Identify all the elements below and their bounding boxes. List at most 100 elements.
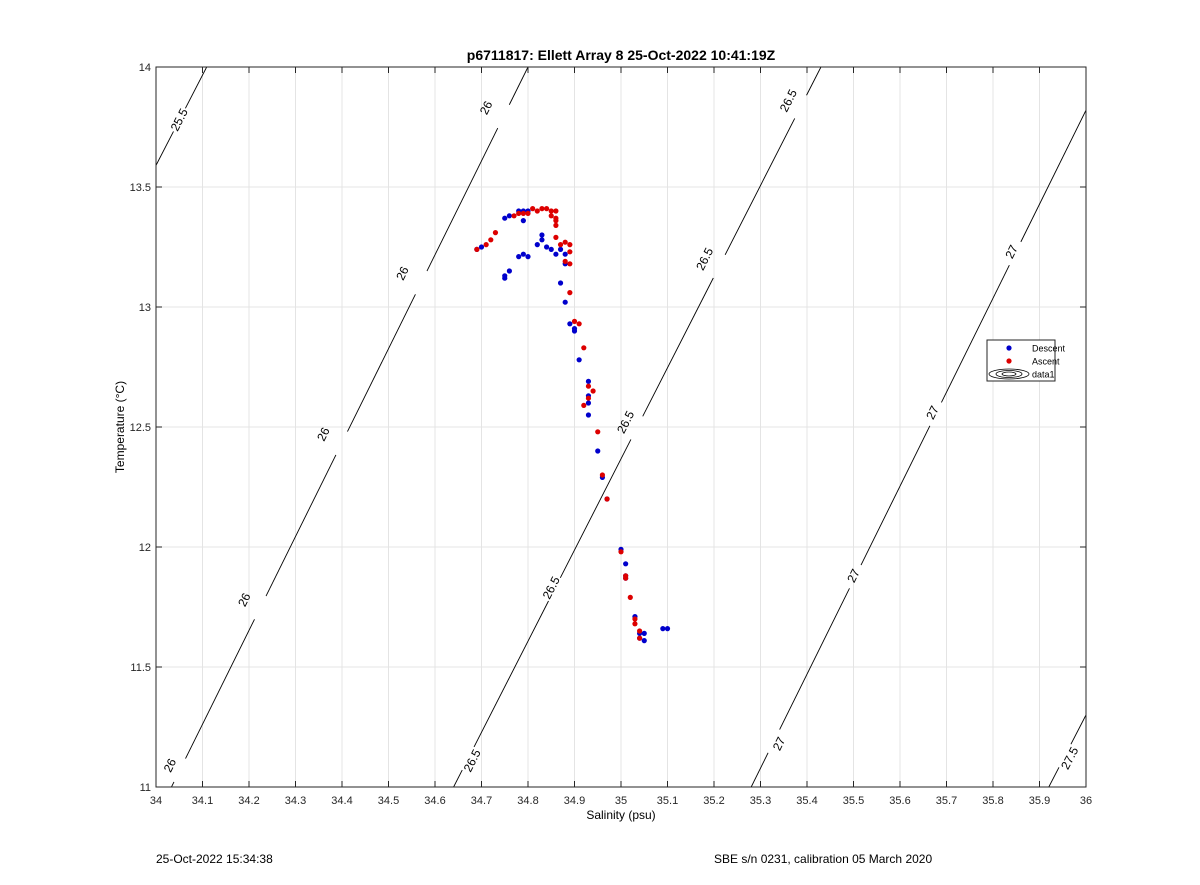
descent-point — [506, 213, 512, 219]
contour-label: 26.5 — [614, 408, 637, 435]
contour-line-25.5 — [156, 131, 174, 166]
contour-line-26.5 — [453, 769, 463, 787]
contour-label: 26.5 — [777, 87, 800, 114]
descent-point — [562, 251, 568, 257]
y-tick-label: 14 — [139, 62, 151, 74]
contour-label: 25.5 — [168, 106, 191, 133]
ascent-point — [553, 234, 559, 240]
x-tick-label: 34.1 — [192, 795, 213, 807]
descent-point — [506, 268, 512, 274]
contour-line-26.5 — [559, 439, 632, 579]
descent-point — [576, 357, 582, 363]
ascent-point — [637, 635, 643, 641]
contour-label: 27 — [1002, 242, 1021, 260]
descent-point — [571, 328, 578, 334]
y-axis-label: Temperature (°C) — [113, 381, 127, 473]
chart-title: p6711817: Ellett Array 8 25-Oct-2022 10:… — [467, 47, 776, 63]
contour-label: 26 — [235, 590, 254, 608]
x-tick-label: 34.9 — [564, 795, 585, 807]
y-tick-label: 12 — [139, 542, 151, 554]
ascent-point — [632, 616, 638, 622]
contour-line-27.5 — [1070, 714, 1086, 745]
ascent-point — [483, 242, 489, 248]
legend-contour-ring — [995, 370, 1023, 378]
contour-line-26 — [426, 127, 499, 272]
legend: Descent Ascent data1 — [986, 339, 1066, 382]
footer-timestamp: 25-Oct-2022 15:34:38 — [156, 852, 273, 866]
x-tick-label: 35.9 — [1029, 795, 1050, 807]
legend-label: Ascent — [1032, 357, 1060, 367]
descent-point — [520, 251, 526, 257]
y-tick-label: 11.5 — [130, 662, 151, 674]
ascent-point — [632, 621, 638, 627]
ascent-point — [562, 239, 568, 245]
ascent-point — [534, 208, 540, 214]
x-tick-label: 35.3 — [750, 795, 771, 807]
descent-point — [525, 254, 531, 260]
ascent-point — [585, 383, 592, 389]
descent-point — [641, 638, 647, 644]
descent-point — [553, 251, 559, 257]
ascent-point — [581, 345, 587, 351]
contour-label: 27 — [844, 566, 863, 584]
ascent-point — [516, 210, 522, 216]
legend-label: data1 — [1032, 370, 1055, 380]
descent-point — [660, 626, 666, 632]
x-tick-label: 34 — [150, 795, 162, 807]
x-tick-label: 35.4 — [796, 795, 817, 807]
x-axis-label: Salinity (psu) — [586, 808, 655, 822]
contour-line-26.5 — [473, 600, 549, 748]
x-tick-label: 34.5 — [378, 795, 399, 807]
ascent-point — [571, 318, 578, 324]
descent-point — [585, 412, 592, 418]
ascent-point — [590, 388, 596, 394]
x-tick-label: 35.2 — [703, 795, 724, 807]
contour-label: 26.5 — [461, 747, 484, 774]
ascent-point — [557, 242, 564, 248]
contour-line-26 — [265, 454, 337, 597]
descent-point — [544, 244, 550, 250]
legend-contour-ring — [988, 368, 1030, 380]
ascent-point — [567, 249, 573, 255]
descent-point — [502, 273, 508, 279]
x-tick-label: 34.7 — [471, 795, 492, 807]
descent-point — [539, 237, 545, 243]
contour-line-27 — [779, 588, 850, 730]
descent-point — [516, 254, 522, 260]
contour-line-27 — [1020, 110, 1086, 243]
x-tick-label: 34.3 — [285, 795, 306, 807]
ascent-point — [520, 210, 526, 216]
x-tick-label: 34.2 — [238, 795, 259, 807]
x-tick-label: 35.5 — [843, 795, 864, 807]
ascent-point — [585, 395, 592, 401]
ascent-point — [474, 246, 480, 252]
y-tick-label: 12.5 — [130, 422, 151, 434]
descent-point — [534, 242, 540, 248]
ascent-point — [567, 242, 573, 248]
ascent-point — [539, 206, 545, 212]
ascent-point — [576, 321, 582, 327]
ascent-point — [548, 208, 554, 214]
ascent-point — [581, 402, 587, 408]
x-tick-label: 34.6 — [424, 795, 445, 807]
contour-label: 26.5 — [693, 245, 716, 272]
descent-point — [664, 626, 671, 632]
x-tick-label: 36 — [1080, 795, 1092, 807]
x-tick-label: 34.8 — [517, 795, 538, 807]
descent-point — [623, 561, 629, 567]
x-tick-label: 35.7 — [936, 795, 957, 807]
contour-label: 26 — [477, 98, 496, 116]
descent-point — [478, 244, 485, 250]
ascent-point — [627, 594, 633, 601]
descent-point — [557, 246, 564, 252]
contour-line-26.5 — [724, 118, 796, 256]
ascent-point — [567, 261, 573, 267]
ascent-point — [604, 496, 610, 502]
descent-point — [557, 280, 564, 286]
ascent-point — [553, 208, 559, 214]
contour-label: 27.5 — [1058, 744, 1081, 771]
ascent-point — [544, 206, 550, 212]
x-tick-label: 35.6 — [889, 795, 910, 807]
contour-line-27.5 — [1048, 767, 1060, 787]
legend-contour-icon — [988, 368, 1030, 380]
